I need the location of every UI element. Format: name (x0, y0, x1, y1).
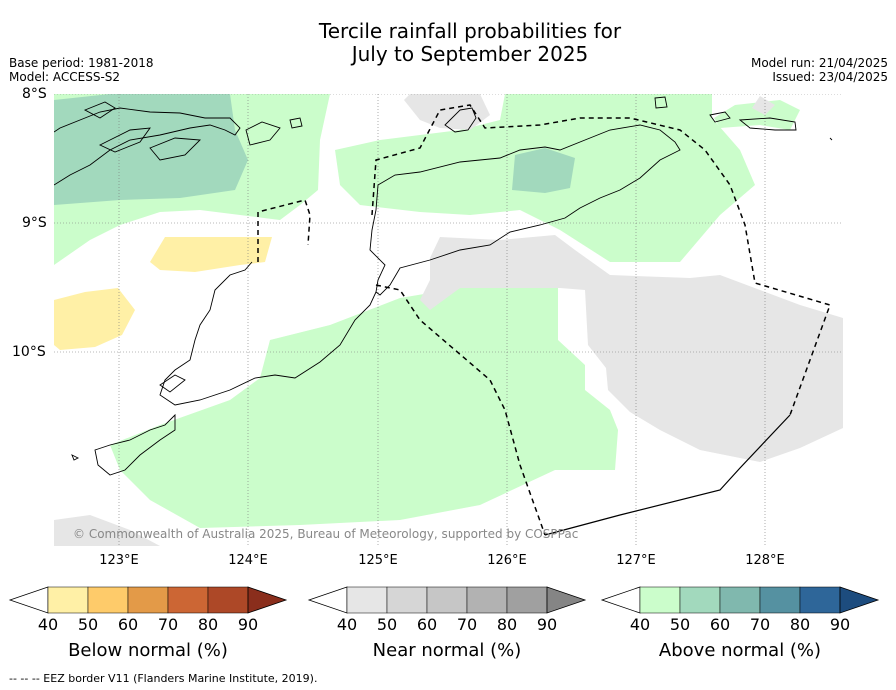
issued-date: Issued: 23/04/2025 (772, 70, 888, 84)
run-info: Model run: 21/04/2025 Issued: 23/04/2025 (751, 56, 888, 84)
below-normal-area (150, 237, 272, 272)
colorbar-swatch (639, 586, 681, 614)
colorbar-under-triangle (8, 586, 49, 614)
colorbar-tick-label: 50 (77, 615, 99, 634)
near-normal-area (54, 515, 160, 546)
colorbar-title: Below normal (%) (68, 640, 228, 661)
colorbar-tick-label: 90 (536, 615, 558, 634)
colorbar-swatch (167, 586, 209, 614)
lon-label-127e: 127°E (616, 553, 656, 568)
colorbar-title: Near normal (%) (372, 640, 522, 661)
colorbar-tick-label: 70 (749, 615, 771, 634)
colorbar-tick-label: 60 (416, 615, 438, 634)
colorbar-swatch (127, 586, 169, 614)
model-run-date: Model run: 21/04/2025 (750, 56, 888, 70)
grid-lines (54, 94, 843, 546)
colorbar-tick-label: 40 (37, 615, 59, 634)
eez-footnote: -- -- -- EEZ border V11 (Flanders Marine… (9, 672, 318, 685)
eez-border-solid (544, 414, 791, 536)
colorbar-swatch (47, 586, 89, 614)
lon-label-125e: 125°E (358, 553, 398, 568)
colorbar-title: Above normal (%) (658, 640, 822, 661)
colorbar-swatch (466, 586, 508, 614)
above-normal-50-area (512, 148, 575, 193)
lon-label-123e: 123°E (99, 553, 139, 568)
near-normal-area (752, 96, 775, 115)
above-normal-area (110, 288, 618, 528)
colorbar-swatch (346, 586, 388, 614)
colorbar-tick-label: 40 (629, 615, 651, 634)
lon-label-124e: 124°E (228, 553, 268, 568)
lon-label-126e: 126°E (487, 553, 527, 568)
lat-label-10s: 10°S (12, 344, 46, 360)
colorbar-swatch (207, 586, 249, 614)
colorbar-tick-label: 70 (456, 615, 478, 634)
near-normal-area (420, 235, 843, 462)
colorbar-under-triangle (600, 586, 641, 614)
copyright-notice: © Commonwealth of Australia 2025, Bureau… (73, 527, 579, 541)
colorbar-over-triangle (247, 586, 288, 614)
colorbar-below (8, 586, 288, 614)
colorbar-swatch (799, 586, 841, 614)
colorbar-swatch (386, 586, 428, 614)
colorbar-tick-label: 80 (496, 615, 518, 634)
colorbar-swatch (506, 586, 548, 614)
colorbar-tick-label: 90 (237, 615, 259, 634)
lat-label-9s: 9°S (22, 215, 47, 231)
lat-label-8s: 8°S (22, 86, 47, 102)
colorbar-tick-label: 50 (669, 615, 691, 634)
coastline (54, 96, 833, 476)
colorbar-tick-label: 40 (336, 615, 358, 634)
model-info: Base period: 1981-2018 Model: ACCESS-S2 (9, 56, 154, 84)
map-title: Tercile rainfall probabilities for July … (318, 19, 622, 66)
model-name: Model: ACCESS-S2 (9, 70, 121, 84)
colorbar-swatch (679, 586, 721, 614)
above-normal-area (714, 100, 800, 130)
colorbar-above (600, 586, 880, 614)
colorbar-swatch (719, 586, 761, 614)
colorbar-tick-label: 70 (157, 615, 179, 634)
colorbar-swatch (426, 586, 468, 614)
colorbar-tick-label: 80 (197, 615, 219, 634)
colorbar-under-triangle (307, 586, 348, 614)
colorbar-tick-label: 60 (117, 615, 139, 634)
lon-label-128e: 128°E (745, 553, 785, 568)
colorbar-tick-label: 50 (376, 615, 398, 634)
colorbar-over-triangle (546, 586, 587, 614)
colorbar-swatch (759, 586, 801, 614)
below-normal-area (54, 288, 135, 350)
eez-border (257, 104, 831, 536)
colorbar-near (307, 586, 587, 614)
colorbar-over-triangle (839, 586, 880, 614)
colorbar-tick-label: 90 (829, 615, 851, 634)
colorbar-swatch (87, 586, 129, 614)
colorbar-tick-label: 60 (709, 615, 731, 634)
colorbar-tick-label: 80 (789, 615, 811, 634)
near-normal-area (404, 94, 490, 130)
base-period: Base period: 1981-2018 (9, 56, 154, 70)
